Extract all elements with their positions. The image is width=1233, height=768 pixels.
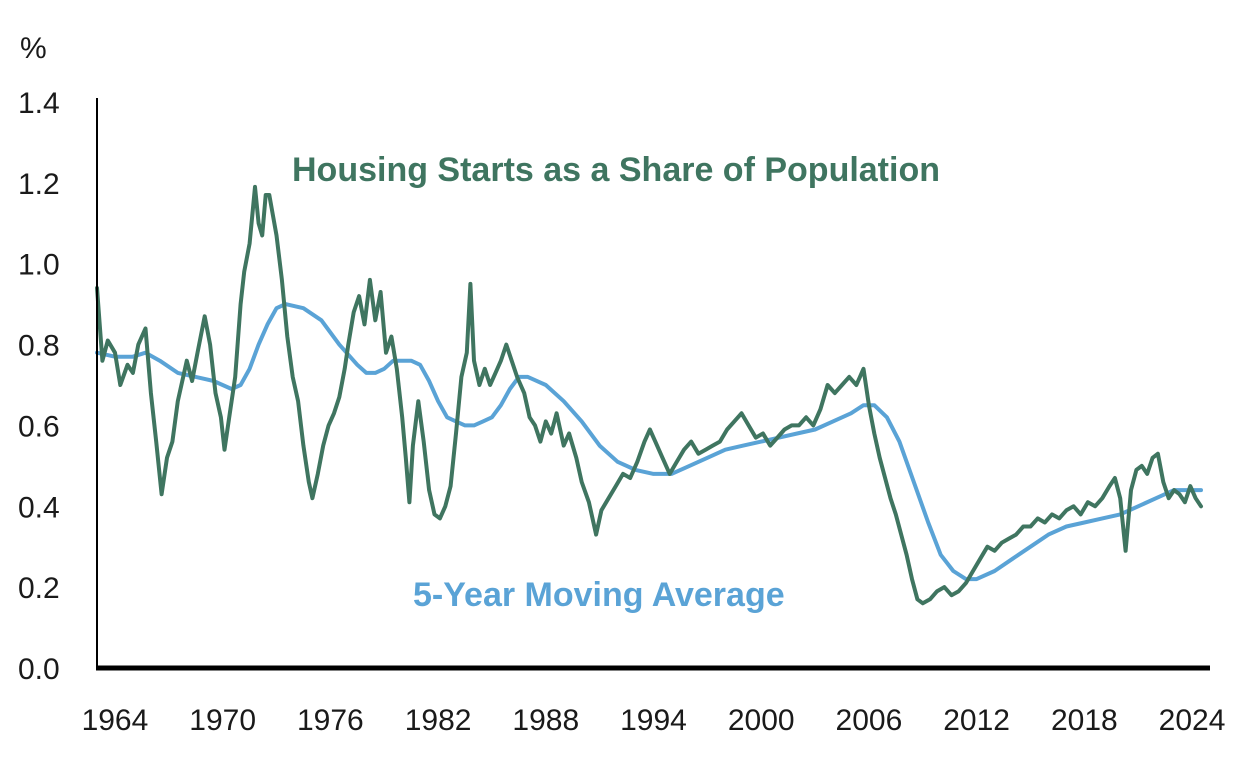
series-lines	[95, 184, 1203, 606]
y-tick-label: 0.0	[18, 653, 60, 686]
series-label-moving-average: 5-Year Moving Average	[413, 576, 785, 614]
x-tick-label: 2024	[1159, 704, 1226, 737]
y-tick-label: 0.2	[18, 572, 60, 605]
x-tick-label: 2006	[836, 704, 903, 737]
x-tick-label: 1964	[82, 704, 149, 737]
x-axis: 1964 1970 1976 1982 1988 1994 2000 2006 2012 2018…	[82, 704, 1226, 737]
y-tick-label: 1.4	[18, 87, 60, 120]
x-tick-label: 1970	[189, 704, 256, 737]
x-tick-label: 1994	[620, 704, 687, 737]
series-line-moving-average	[95, 302, 1203, 582]
y-axis-unit-label: %	[20, 32, 47, 65]
x-tick-label: 2000	[728, 704, 795, 737]
x-tick-label: 1988	[512, 704, 579, 737]
y-tick-label: 1.0	[18, 249, 60, 282]
x-tick-label: 1982	[405, 704, 472, 737]
x-tick-label: 1976	[297, 704, 364, 737]
x-tick-label: 2018	[1051, 704, 1118, 737]
y-tick-label: 0.8	[18, 330, 60, 363]
y-tick-label: 1.2	[18, 168, 60, 201]
series-line-housing-starts	[95, 184, 1203, 606]
y-tick-label: 0.6	[18, 410, 60, 443]
y-axis: 0.0 0.2 0.4 0.6 0.8 1.0 1.2 1.4	[18, 87, 60, 686]
x-tick-label: 2012	[943, 704, 1010, 737]
y-tick-label: 0.4	[18, 491, 60, 524]
series-label-housing-starts: Housing Starts as a Share of Population	[292, 151, 940, 189]
